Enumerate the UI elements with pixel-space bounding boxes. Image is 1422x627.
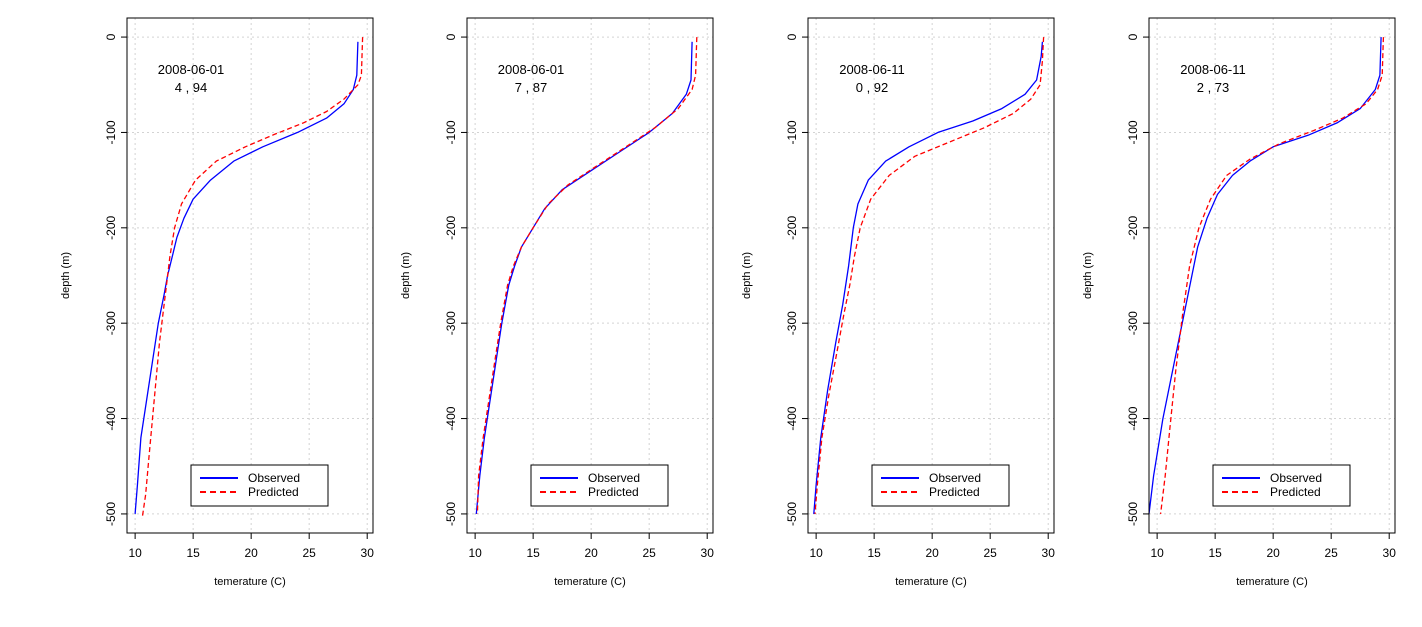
x-axis-title: temerature (C): [1236, 576, 1308, 588]
y-tick-label: -200: [104, 215, 118, 239]
x-tick-label: 25: [1324, 546, 1338, 560]
x-tick-label: 30: [361, 546, 375, 560]
series-predicted-line: [1159, 37, 1385, 514]
y-tick-label: -500: [444, 502, 458, 526]
y-tick-label: -100: [1126, 120, 1140, 144]
annotation-values: 7 , 87: [515, 80, 548, 95]
depth-profile-panel: 10 15 20 25 30 0 -100 -200 -300 -400 -500 temeratur…: [60, 17, 375, 588]
y-axis-title: depth (m): [60, 252, 72, 299]
y-tick-label: -400: [444, 406, 458, 430]
series-observed-line: [475, 41, 693, 514]
annotation-date: 2008-06-01: [498, 62, 565, 77]
plot-frame: [126, 17, 374, 534]
y-tick-label: 0: [1126, 33, 1140, 40]
x-tick-label: 15: [526, 546, 540, 560]
y-axis-title: depth (m): [1082, 252, 1094, 299]
y-tick-label: -100: [785, 120, 799, 144]
plot-frame: [807, 17, 1055, 534]
depth-profile-panel: 10 15 20 25 30 0 -100 -200 -300 -400 -500 temeratur…: [1082, 17, 1397, 588]
x-tick-label: 30: [1042, 546, 1056, 560]
x-tick-label: 25: [983, 546, 997, 560]
y-tick-label: -400: [1126, 406, 1140, 430]
x-tick-label: 25: [302, 546, 316, 560]
legend-label-observed: Observed: [588, 471, 640, 485]
y-tick-label: -300: [444, 311, 458, 335]
y-tick-label: -100: [444, 120, 458, 144]
legend-box: [1212, 464, 1351, 507]
x-tick-label: 30: [701, 546, 715, 560]
y-tick-label: -300: [785, 311, 799, 335]
legend-label-observed: Observed: [929, 471, 981, 485]
legend-label-predicted: Predicted: [1270, 485, 1321, 499]
legend-box: [871, 464, 1010, 507]
y-axis-title: depth (m): [400, 252, 412, 299]
depth-profile-panel: 10 15 20 25 30 0 -100 -200 -300 -400 -500 temeratur…: [400, 17, 715, 588]
legend-label-observed: Observed: [1270, 471, 1322, 485]
x-tick-label: 20: [1266, 546, 1280, 560]
x-tick-label: 20: [244, 546, 258, 560]
x-tick-label: 25: [642, 546, 656, 560]
annotation-values: 2 , 73: [1197, 80, 1230, 95]
annotation-values: 0 , 92: [856, 80, 889, 95]
legend-label-predicted: Predicted: [248, 485, 299, 499]
x-tick-label: 15: [1208, 546, 1222, 560]
x-tick-label: 10: [809, 546, 823, 560]
legend-label-predicted: Predicted: [929, 485, 980, 499]
annotation-date: 2008-06-11: [1180, 62, 1246, 77]
annotation-date: 2008-06-11: [839, 62, 905, 77]
legend-box: [530, 464, 669, 507]
x-tick-label: 10: [128, 546, 142, 560]
y-tick-label: 0: [104, 33, 118, 40]
series-predicted-line: [476, 37, 698, 514]
x-tick-label: 20: [925, 546, 939, 560]
annotation-date: 2008-06-01: [158, 62, 225, 77]
y-tick-label: -500: [1126, 502, 1140, 526]
plot-frame: [466, 17, 714, 534]
y-tick-label: -200: [1126, 215, 1140, 239]
annotation-values: 4 , 94: [175, 80, 208, 95]
legend-box: [190, 464, 329, 507]
legend-label-predicted: Predicted: [588, 485, 639, 499]
y-tick-label: -300: [104, 311, 118, 335]
series-observed-line: [813, 41, 1044, 514]
x-tick-label: 20: [584, 546, 598, 560]
y-tick-label: -400: [104, 406, 118, 430]
x-tick-label: 10: [468, 546, 482, 560]
x-tick-label: 15: [867, 546, 881, 560]
x-tick-label: 15: [186, 546, 200, 560]
x-axis-title: temerature (C): [895, 576, 967, 588]
y-tick-label: -500: [104, 502, 118, 526]
plot-frame: [1148, 17, 1396, 534]
y-tick-label: -400: [785, 406, 799, 430]
y-tick-label: 0: [785, 33, 799, 40]
series-observed-line: [134, 41, 359, 514]
y-tick-label: -100: [104, 120, 118, 144]
series-predicted-line: [141, 37, 364, 519]
x-tick-label: 10: [1150, 546, 1164, 560]
y-tick-label: -200: [444, 215, 458, 239]
y-tick-label: -500: [785, 502, 799, 526]
series-predicted-line: [814, 37, 1045, 514]
x-axis-title: temerature (C): [554, 576, 626, 588]
y-tick-label: 0: [444, 33, 458, 40]
y-axis-title: depth (m): [741, 252, 753, 299]
y-tick-label: -300: [1126, 311, 1140, 335]
depth-profile-panel: 10 15 20 25 30 0 -100 -200 -300 -400 -500 temeratur…: [741, 17, 1056, 588]
x-axis-title: temerature (C): [214, 576, 286, 588]
y-tick-label: -200: [785, 215, 799, 239]
series-observed-line: [1148, 37, 1382, 514]
legend-label-observed: Observed: [248, 471, 300, 485]
x-tick-label: 30: [1383, 546, 1397, 560]
